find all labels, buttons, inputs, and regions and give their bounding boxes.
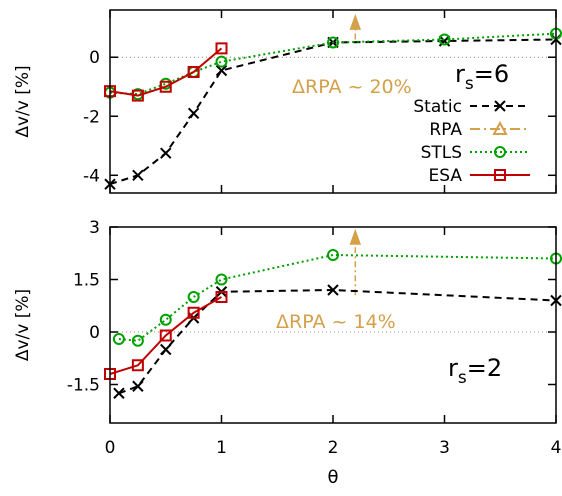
panel1-series-static-point-2 [160,147,172,159]
panel1-series-static-point-3 [187,107,200,120]
panel2-ytick-label-0: 3 [89,218,100,238]
panel1-series-static-point-4 [215,64,228,77]
panel2-xtick-label-3: 3 [439,438,450,458]
panel2-series-esa-point-2 [159,329,172,342]
legend-marker-stls [494,146,506,158]
panel2-xlabel: θ [327,467,338,488]
panel1-series-esa-point-1 [131,89,144,102]
panel2-series-stls-point-2 [159,313,172,326]
panel1-series-static-line [109,38,557,186]
panel1-series-esa-point-4 [215,42,228,55]
panel2-rs-label: rs=2 [448,354,502,388]
panel2-series-esa-point-4 [215,291,228,303]
panel2-series-stls-point-3 [187,291,200,303]
panel1-series-stls-point-5 [327,36,339,49]
panel1-series-static-point-1 [132,169,144,181]
panel1-rs-label: rs=6 [455,60,509,94]
panel2-series-static-point-5 [327,284,339,296]
panel2-series-stls-point-4 [215,273,228,286]
panel2-ytick-label-3: -1.5 [67,376,100,396]
panel1-series-esa-line [109,47,223,97]
legend-label-static: Static [413,97,462,117]
panel1-series-esa-point-3 [187,65,200,78]
panel1-series-stls-point-6 [438,33,451,46]
panel2-series-esa-line [109,296,222,375]
legend-label-esa: ESA [429,166,463,186]
legend-label-stls: STLS [421,143,462,163]
panel2-xtick-label-1: 1 [216,438,227,458]
panel2-series-esa-point-1 [131,359,144,372]
panel1-ytick-label-1: -2 [83,107,100,127]
panel2-xtick-label-4: 4 [551,438,562,458]
legend-marker-esa [494,169,506,181]
panel2-series-static-point-1 [132,380,144,392]
panel2-annotation-arrowhead [349,228,362,245]
legend-label-rpa: RPA [429,120,462,140]
panel2-annotation-text: ΔRPA ~ 14% [276,311,396,333]
legend-marker-static [494,100,506,112]
panel2-series-esa-point-3 [187,306,200,319]
panel2-ylabel: Δv/v [%] [13,289,33,361]
panel2-xtick-label-2: 2 [328,438,339,458]
panel1-ytick-label-0: -4 [83,166,100,186]
panel2-ytick-label-1: 1.5 [73,271,100,291]
panel1-ytick-label-2: 0 [89,48,100,68]
panel2-series-static-point-2 [160,343,172,356]
panel2-ytick-label-2: 0 [89,323,100,343]
panel1-series-esa-point-2 [159,80,172,93]
panel2-series-stls-point-0 [112,333,125,345]
panel1-frame [109,9,557,194]
legend-marker-rpa [492,120,508,135]
panel2-series-stls-point-5 [327,249,339,261]
panel2-series-stls-point-1 [131,334,144,347]
panel1-annotation-text: ΔRPA ~ 20% [292,76,412,98]
panel2-xtick-label-0: 0 [105,438,116,458]
panel2-series-static-point-0 [113,387,125,399]
panel1-annotation-arrowhead [349,13,362,30]
panel1-ylabel: Δv/v [%] [13,65,33,137]
panel2-frame [109,226,557,424]
panel1-series-stls-point-4 [215,55,228,68]
